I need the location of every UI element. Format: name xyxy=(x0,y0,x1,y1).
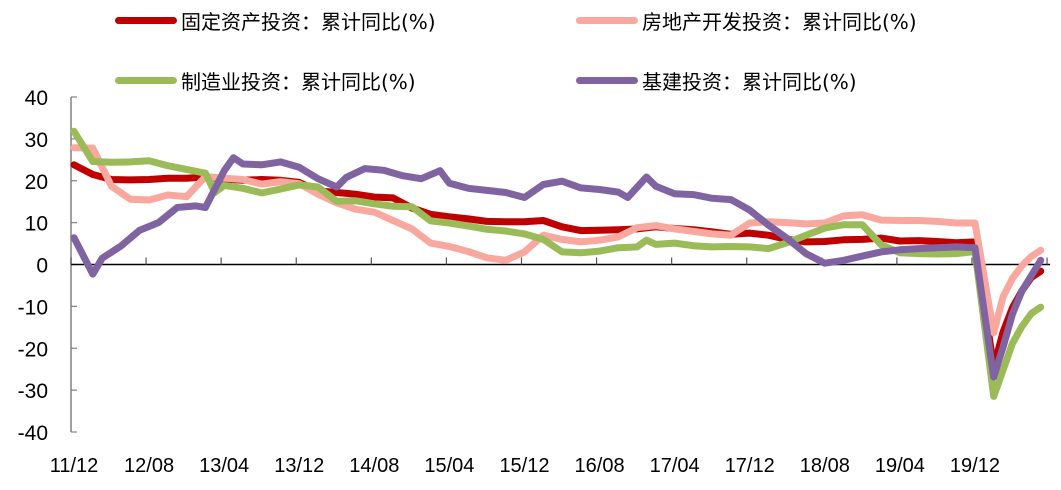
series-lines xyxy=(70,127,1045,400)
x-tick-label: 19/12 xyxy=(950,455,1000,477)
x-tick-label: 17/12 xyxy=(725,455,775,477)
legend-swatch-red xyxy=(115,17,177,24)
x-tick-label: 13/04 xyxy=(199,455,249,477)
x-tick-label: 18/08 xyxy=(800,455,850,477)
x-tick-label: 15/12 xyxy=(499,455,549,477)
legend-item-fixed-asset: 固定资产投资：累计同比(%) xyxy=(115,6,436,35)
x-tick-label: 13/12 xyxy=(274,455,324,477)
series-line xyxy=(70,127,1045,400)
x-tick-label: 15/04 xyxy=(424,455,474,477)
y-tick-label: 40 xyxy=(25,87,48,110)
x-tick-label: 19/04 xyxy=(875,455,925,477)
legend-item-real-estate: 房地产开发投资：累计同比(%) xyxy=(576,6,917,35)
y-tick-label: -20 xyxy=(18,338,48,361)
x-tick-label: 12/08 xyxy=(124,455,174,477)
y-tick-label: 10 xyxy=(25,213,48,236)
y-tick-label: -30 xyxy=(18,380,48,403)
x-tick-label: 14/08 xyxy=(349,455,399,477)
legend-label: 制造业投资：累计同比(%) xyxy=(181,70,416,94)
y-tick-label: 0 xyxy=(36,255,48,278)
x-tick-label: 11/12 xyxy=(50,455,99,477)
series-line xyxy=(70,161,1045,371)
legend-swatch-green xyxy=(115,77,177,84)
legend-swatch-pink xyxy=(576,17,638,24)
legend-item-manufacturing: 制造业投资：累计同比(%) xyxy=(115,66,416,95)
legend-label: 房地产开发投资：累计同比(%) xyxy=(642,10,917,34)
legend-swatch-purple xyxy=(576,77,638,84)
y-tick-label: 30 xyxy=(25,129,48,152)
y-tick-label: -40 xyxy=(18,422,48,445)
series-line xyxy=(70,154,1045,381)
legend-item-infrastructure: 基建投资：累计同比(%) xyxy=(576,66,857,95)
x-tick-label: 16/08 xyxy=(575,455,625,477)
legend-label: 基建投资：累计同比(%) xyxy=(642,70,857,94)
x-tick-label: 17/04 xyxy=(650,455,700,477)
y-tick-label: -10 xyxy=(18,296,48,319)
series-line xyxy=(70,144,1045,337)
y-tick-label: 20 xyxy=(25,171,48,194)
legend-label: 固定资产投资：累计同比(%) xyxy=(181,10,436,34)
